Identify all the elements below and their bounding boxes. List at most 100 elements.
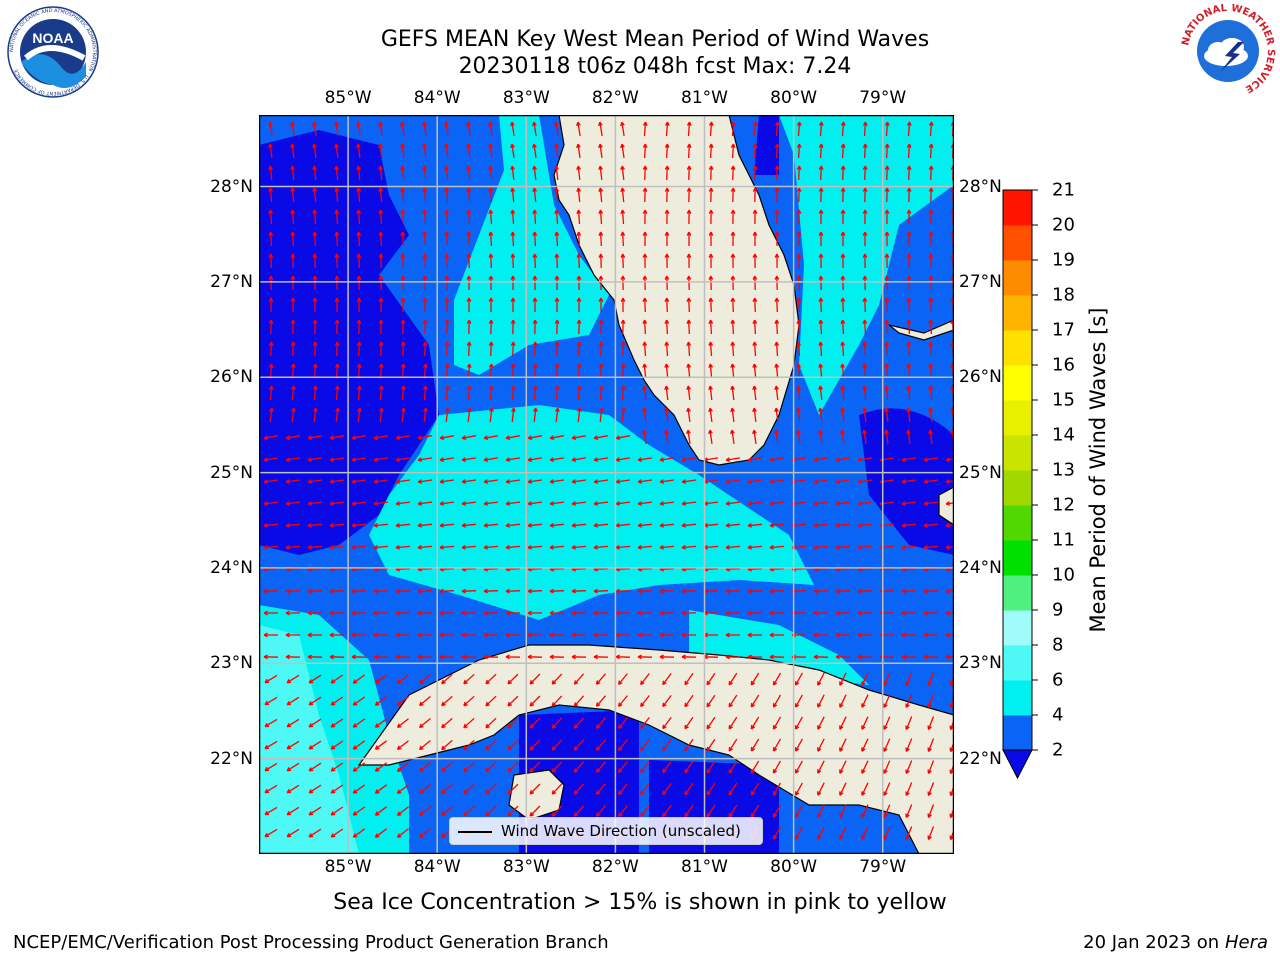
wave-arrow [862,209,868,225]
wave-arrow [752,121,758,137]
colorbar-block [1003,435,1032,471]
lon-label-bottom: 83°W [502,857,550,877]
colorbar-tick-label: 11 [1052,529,1075,551]
wave-arrow [488,363,494,379]
wave-arrow [488,121,493,137]
wave-arrow [286,806,300,816]
wave-arrow [862,429,867,444]
wave-arrow [334,187,340,203]
lat-label-right: 24°N [959,557,1002,578]
wave-arrow [290,143,295,158]
wave-arrow [395,435,411,441]
wave-arrow [264,740,278,750]
wave-arrow [268,165,273,180]
colorbar-tick-label: 9 [1052,599,1064,621]
colorbar-tick-label: 8 [1052,634,1064,656]
wave-arrow [441,783,453,795]
wave-arrow [861,782,869,796]
wave-arrow [527,479,542,484]
wave-arrow [329,457,345,463]
wave-arrow [774,209,780,225]
wave-arrow [884,319,890,335]
wave-arrow [928,253,934,269]
wave-arrow [598,231,604,247]
wave-arrow [357,407,362,423]
wave-arrow [395,479,410,484]
wave-arrow [620,143,625,158]
wave-arrow [620,231,626,247]
wave-arrow [483,588,499,594]
wave-arrow [510,165,515,180]
wave-arrow [906,297,912,313]
wave-arrow [554,319,560,335]
chart-subtitle: 20230118 t06z 048h fcst Max: 7.24 [458,54,852,79]
wave-arrow [857,479,872,484]
wave-arrow [356,297,362,312]
wave-arrow [769,522,785,528]
wave-arrow [862,231,868,246]
wave-arrow [268,319,274,335]
wave-arrow [927,804,935,818]
wave-arrow [264,674,278,684]
wave-arrow [488,253,494,269]
wave-arrow [307,479,322,484]
colorbar-block [1003,610,1032,646]
wave-arrow [483,457,499,463]
wave-arrow [330,674,344,684]
wave-arrow [769,501,784,506]
wave-arrow [835,654,851,660]
wave-arrow [485,673,497,685]
wave-arrow [752,209,758,225]
wave-arrow [554,341,560,357]
wave-arrow [620,341,626,357]
colorbar-tick-label: 10 [1052,564,1075,586]
wave-arrow [417,588,433,594]
wave-arrow [840,231,846,246]
wave-arrow [818,165,824,181]
wave-arrow [488,209,494,225]
wave-arrow [883,672,891,686]
wave-arrow [905,694,913,708]
wave-arrow [884,231,890,246]
wave-arrow [551,761,563,773]
wave-arrow [483,479,498,484]
colorbar-block [1003,295,1032,331]
wave-arrow [505,501,520,506]
wave-arrow [422,231,428,247]
wave-arrow [330,696,344,706]
wave-arrow [861,738,869,752]
wave-arrow [374,828,387,838]
wave-arrow [527,501,542,506]
wave-arrow [356,341,362,357]
wave-arrow [378,363,384,379]
wave-arrow [507,717,519,729]
wave-arrow [840,341,846,357]
wave-arrow [554,231,560,247]
wave-arrow [857,544,873,550]
wave-arrow [268,363,274,379]
wave-arrow [747,610,763,616]
wave-arrow [884,385,889,401]
wave-arrow [659,588,675,594]
wave-arrow [615,501,630,506]
wave-arrow [752,407,757,422]
wave-arrow [400,165,405,180]
lat-label-right: 22°N [959,748,1002,769]
wave-arrow [419,740,431,751]
wave-arrow [419,828,431,839]
wave-arrow [400,319,406,335]
wave-arrow [312,363,318,379]
wave-arrow [927,760,935,774]
wave-arrow [466,363,472,379]
wave-arrow [708,385,713,401]
wave-arrow [571,654,587,660]
wave-arrow [573,805,585,817]
wave-arrow [708,209,714,225]
wave-arrow [268,231,274,247]
wave-arrow [862,187,868,203]
wave-arrow [400,363,406,379]
wave-arrow [620,187,626,203]
wave-arrow [593,479,608,484]
wave-arrow [461,479,476,484]
colorbar-tick-label: 13 [1052,459,1075,481]
